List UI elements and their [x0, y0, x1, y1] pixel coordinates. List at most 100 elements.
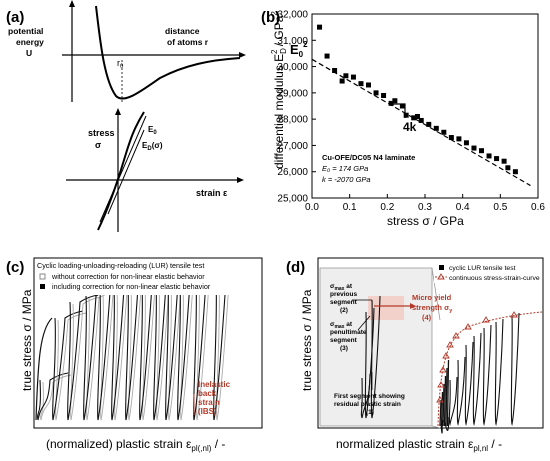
- pe-ylabel-1: potential: [8, 26, 43, 36]
- xtick-label: 0.6: [531, 202, 545, 213]
- ss-stress-label: stress: [88, 128, 115, 138]
- panel-a-letter: (a): [6, 9, 24, 26]
- plot-b-xlabel: stress σ / GPa: [387, 214, 464, 228]
- ss-y-arrow: [115, 108, 121, 115]
- zoom-connectors: [431, 267, 441, 429]
- continuous-marker: [436, 396, 444, 403]
- data-point: [512, 169, 518, 175]
- data-point: [501, 158, 507, 164]
- pe-ylabel-2: energy: [16, 37, 44, 47]
- ann-pen-4: (3): [340, 345, 348, 352]
- onset-segment: [439, 399, 442, 427]
- data-point: [388, 100, 394, 106]
- plot-b-yticks: 25,000 26,000 27,000 28,000 29,000 30,000 31,0…: [277, 10, 316, 205]
- ss-x-arrow: [237, 177, 244, 183]
- xtick-label: 0.2: [380, 202, 394, 213]
- continuous-marker: [437, 381, 445, 388]
- ytick-label: 31,000: [277, 36, 308, 47]
- ytick-label: 27,000: [277, 141, 308, 152]
- panel-c-letter: (c): [6, 259, 24, 276]
- ytick-label: 32,000: [277, 10, 308, 21]
- ann-pen-3: segment: [330, 337, 358, 344]
- e0-label: E0: [148, 125, 157, 136]
- data-point: [350, 74, 356, 80]
- xtick-label: 0.3: [418, 202, 432, 213]
- plot-b-ylabel: differential modulus ED2 / GPa2: [270, 11, 288, 169]
- data-point: [324, 53, 330, 59]
- ss-curve: [97, 111, 145, 231]
- data-point: [317, 24, 323, 30]
- plot-d-xlabel: normalized plastic strain εpl,nl / -: [336, 437, 502, 453]
- ann-pen-arrow: [357, 315, 371, 331]
- ann-first-3: (1): [366, 409, 374, 416]
- legend-c-marker-2: [40, 284, 45, 289]
- micro-yield-arrowhead: [410, 303, 416, 309]
- ibs-label-4: (IBS): [198, 407, 217, 416]
- plot-c-frame: [33, 257, 263, 429]
- lur-loop: [70, 296, 102, 421]
- pe-ylabel-3: U: [26, 48, 32, 58]
- ann-first-2: residual plastic strain: [334, 401, 401, 408]
- ytick-label: 30,000: [277, 62, 308, 73]
- pe-curve: [95, 5, 241, 100]
- data-point: [411, 115, 417, 121]
- xtick-label: 0.5: [493, 202, 507, 213]
- data-point: [366, 82, 371, 88]
- data-point: [358, 81, 364, 87]
- legend-d-marker-2: [437, 273, 445, 280]
- ibs-label-1: Inelastic: [198, 380, 231, 389]
- data-point: [373, 90, 379, 96]
- pe-y-arrow: [69, 0, 75, 7]
- data-point: [403, 112, 409, 118]
- data-point: [418, 117, 424, 123]
- data-point: [433, 125, 439, 131]
- pe-xlabel-2: of atoms r: [167, 37, 209, 47]
- legend-d-item-1: cyclic LUR tensile test: [449, 265, 516, 272]
- panel-d-letter: (d): [286, 259, 305, 276]
- data-point: [414, 114, 420, 120]
- legend-c-item-1: without correction for non-linear elasti…: [51, 272, 205, 281]
- plot-b-xticks: 0.0 0.1 0.2 0.3 0.4 0.5 0.6: [305, 194, 545, 213]
- lur-loop: [464, 341, 474, 427]
- continuous-marker: [442, 352, 450, 359]
- plot-d-curves: [360, 295, 543, 434]
- ed-tangent: [107, 129, 145, 215]
- ann-prev-4: (2): [340, 307, 348, 314]
- data-point: [426, 121, 432, 127]
- zoom-box: [319, 267, 433, 427]
- ibs-label-3: strain: [198, 398, 220, 407]
- continuous-marker: [452, 332, 460, 339]
- plot-c-xlabel: (normalized) plastic strain εpl(,nl) / -: [46, 437, 225, 453]
- ann-prev-1: σmax at: [330, 283, 353, 292]
- onset-segment: [445, 367, 448, 427]
- plot-b-points: [317, 24, 518, 175]
- data-point: [332, 68, 338, 74]
- xtick-label: 0.1: [343, 202, 357, 213]
- data-point: [392, 98, 398, 104]
- ann-prev-2: previous: [330, 291, 357, 298]
- continuous-marker: [464, 323, 472, 330]
- data-point: [479, 148, 484, 154]
- plot-c-ylabel: true stress σ / MPa: [20, 289, 34, 391]
- slope-label: 4k: [403, 120, 417, 134]
- legend-b-1: Cu-OFE/DC05 N4 laminate: [322, 153, 415, 162]
- ytick-label: 28,000: [277, 115, 308, 126]
- panel-d: (d) σmax at previous segment (2) σmax at…: [286, 257, 544, 453]
- r0-label: r0: [117, 58, 124, 70]
- plot-d-frame: [317, 257, 544, 429]
- continuous-marker: [482, 316, 490, 323]
- data-point: [399, 103, 405, 109]
- data-point: [441, 129, 447, 135]
- micro-label-1: Micro yield: [412, 293, 452, 302]
- lur-loop: [472, 332, 482, 427]
- continuous-marker: [510, 311, 518, 318]
- lur-loop: [510, 312, 520, 427]
- pe-xlabel-1: distance: [165, 26, 200, 36]
- legend-c-bg: [35, 259, 261, 295]
- slope-triangle: [392, 103, 406, 118]
- eds-label: ED(σ): [142, 141, 163, 152]
- zoom-loop: [370, 295, 381, 419]
- lur-loop: [456, 356, 466, 427]
- ann-pen-1: σmax at: [330, 321, 353, 330]
